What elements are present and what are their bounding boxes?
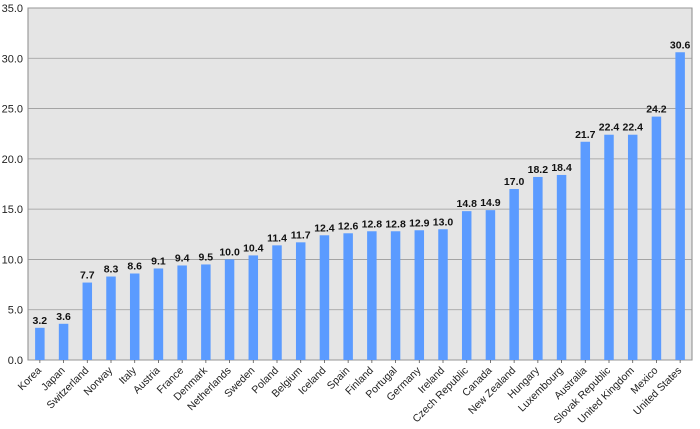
y-tick-label: 5.0 xyxy=(8,305,23,317)
bar xyxy=(627,134,638,360)
y-tick-label: 10.0 xyxy=(2,254,23,266)
bar xyxy=(509,189,519,360)
data-label: 12.8 xyxy=(385,218,406,230)
data-labels: 3.2 3.6 7.7 8.3 8.6 9.1 9.4 9.5 10.0 10.411.4 11.7… xyxy=(33,39,691,327)
bar xyxy=(177,265,187,360)
x-tick-label: Korea xyxy=(16,365,44,393)
y-tick-label: 20.0 xyxy=(2,154,23,166)
bar xyxy=(485,210,496,360)
data-label: 10.0 xyxy=(219,246,240,258)
data-label: 14.9 xyxy=(480,197,501,209)
bar xyxy=(272,245,282,360)
bar xyxy=(390,231,401,360)
data-label: 18.4 xyxy=(551,162,572,174)
bars xyxy=(35,52,685,360)
bar xyxy=(58,323,69,360)
bar xyxy=(556,174,567,360)
data-label: 9.4 xyxy=(175,252,190,264)
bar xyxy=(461,211,472,360)
bar xyxy=(82,282,93,360)
data-label: 11.7 xyxy=(291,229,311,241)
bar xyxy=(224,259,235,360)
data-label: 17.0 xyxy=(504,176,525,188)
data-label: 3.2 xyxy=(33,315,48,327)
data-label: 12.9 xyxy=(409,217,430,229)
data-label: 30.6 xyxy=(670,39,691,51)
data-label: 24.2 xyxy=(646,104,667,116)
bar xyxy=(35,327,45,360)
bar xyxy=(153,268,164,360)
data-label: 22.4 xyxy=(622,122,643,134)
bar xyxy=(319,235,330,360)
data-label: 7.7 xyxy=(80,270,95,282)
bar xyxy=(295,242,306,360)
bar xyxy=(675,52,685,360)
y-tick-label: 35.0 xyxy=(2,3,23,15)
data-label: 8.6 xyxy=(127,261,142,273)
bar xyxy=(604,134,614,360)
data-label: 9.1 xyxy=(151,255,166,267)
data-label: 10.4 xyxy=(243,242,264,254)
plot-area xyxy=(27,7,693,361)
y-tick-label: 15.0 xyxy=(2,204,23,216)
bar xyxy=(201,264,211,360)
y-tick-label: 25.0 xyxy=(2,104,23,116)
data-label: 12.4 xyxy=(314,222,335,234)
bar xyxy=(651,116,662,360)
data-label: 13.0 xyxy=(433,216,454,228)
bar xyxy=(438,229,448,360)
bar xyxy=(343,233,353,360)
data-label: 3.6 xyxy=(56,311,71,323)
data-label: 12.8 xyxy=(362,218,383,230)
data-label: 11.4 xyxy=(267,232,287,244)
bar xyxy=(248,255,259,360)
bar xyxy=(129,273,140,360)
data-label: 12.6 xyxy=(338,220,359,232)
data-label: 22.4 xyxy=(599,122,620,134)
bar xyxy=(533,176,543,360)
y-tick-label: 0.0 xyxy=(8,355,23,367)
bar xyxy=(580,141,591,360)
bar xyxy=(414,230,425,360)
bar xyxy=(367,231,377,360)
y-axis: 0.0 5.0 10.0 15.0 20.0 25.0 30.0 35.0 xyxy=(2,3,23,367)
data-label: 21.7 xyxy=(575,129,596,141)
data-label: 18.2 xyxy=(528,164,549,176)
bar xyxy=(106,276,116,360)
data-label: 8.3 xyxy=(104,264,119,276)
data-label: 14.8 xyxy=(456,198,477,210)
data-label: 9.5 xyxy=(199,251,214,263)
y-tick-label: 30.0 xyxy=(2,53,23,65)
